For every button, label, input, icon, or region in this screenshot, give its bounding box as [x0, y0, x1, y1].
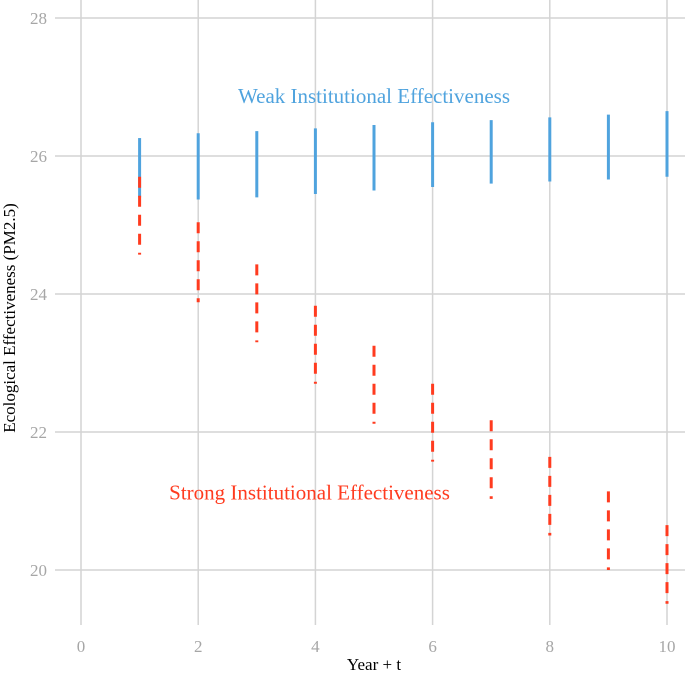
x-tick-label: 10	[659, 637, 676, 656]
y-tick-label: 24	[30, 285, 48, 304]
series-weak	[138, 111, 669, 200]
x-tick-label: 8	[546, 637, 555, 656]
annotations: Weak Institutional Effectiveness Strong I…	[169, 84, 510, 505]
y-tick-label: 26	[30, 147, 47, 166]
y-tick-label: 20	[30, 561, 47, 580]
x-axis-title: Year + t	[347, 655, 401, 674]
y-tick-label: 28	[30, 9, 47, 28]
series-strong	[138, 176, 669, 604]
series-layer	[138, 111, 669, 604]
annotation-strong: Strong Institutional Effectiveness	[169, 481, 450, 505]
y-axis-title: Ecological Effectiveness (PM2.5)	[0, 203, 19, 433]
y-tick-label: 22	[30, 423, 47, 442]
x-tick-label: 4	[311, 637, 320, 656]
x-tick-label: 0	[77, 637, 86, 656]
x-tick-label: 2	[194, 637, 203, 656]
x-tick-label: 6	[428, 637, 437, 656]
annotation-weak: Weak Institutional Effectiveness	[238, 84, 510, 108]
